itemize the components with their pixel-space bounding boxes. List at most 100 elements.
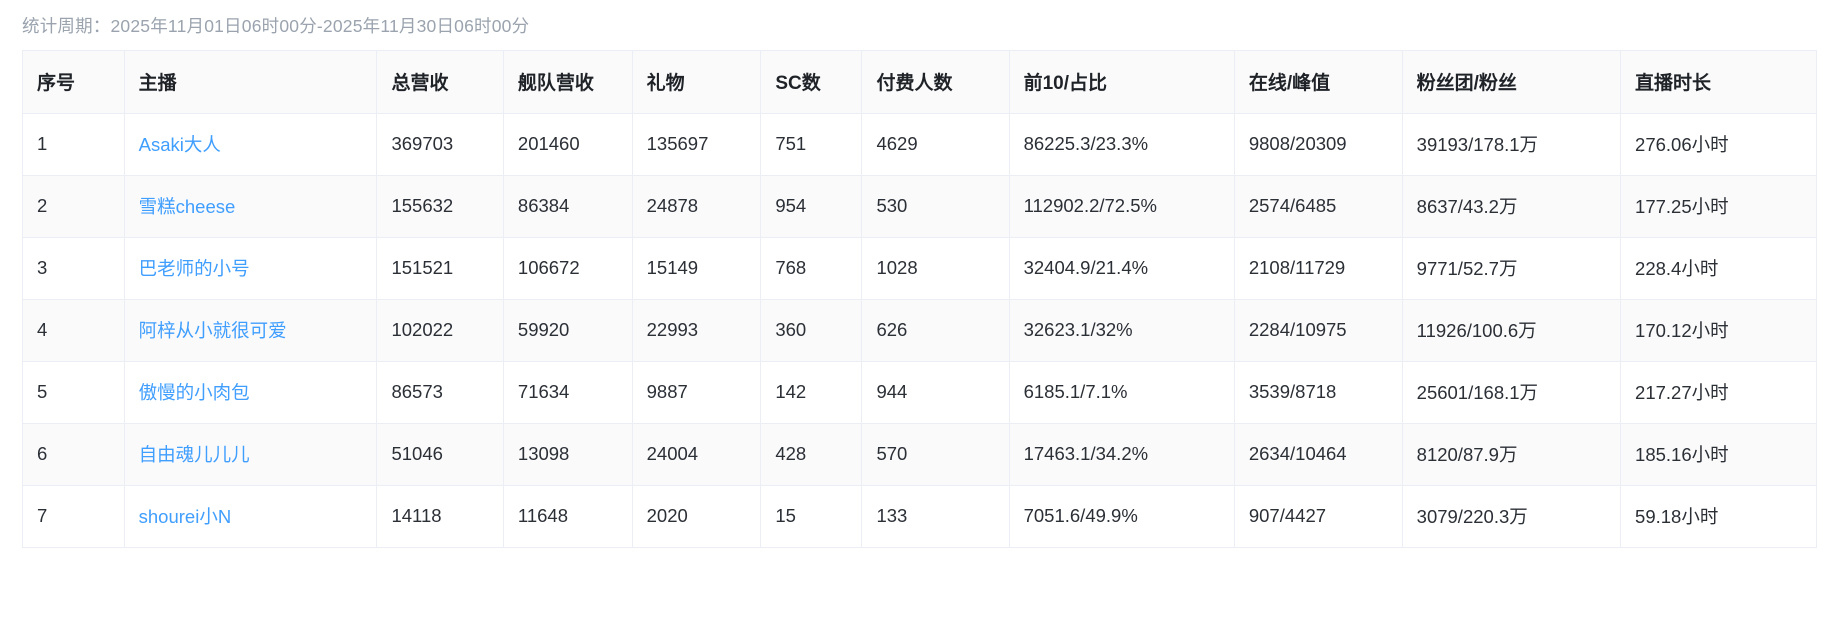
cell-gifts: 9887 — [632, 361, 762, 424]
column-header-top10-share[interactable]: 前10/占比 — [1009, 51, 1235, 114]
cell-paying-users: 4629 — [861, 113, 1010, 176]
cell-stream-duration: 59.18小时 — [1620, 485, 1816, 548]
cell-sc-count: 768 — [760, 237, 863, 300]
cell-stream-duration: 177.25小时 — [1620, 175, 1816, 238]
cell-paying-users: 570 — [861, 423, 1010, 486]
cell-fleet-revenue: 59920 — [503, 299, 633, 362]
column-header-index[interactable]: 序号 — [23, 51, 125, 114]
table-row: 6 自由魂儿儿儿 51046 13098 24004 428 570 17463.1/34.2… — [23, 423, 1816, 486]
cell-gifts: 24004 — [632, 423, 762, 486]
column-header-online-peak[interactable]: 在线/峰值 — [1234, 51, 1403, 114]
cell-sc-count: 751 — [760, 113, 863, 176]
cell-total-revenue: 151521 — [376, 237, 504, 300]
cell-gifts: 22993 — [632, 299, 762, 362]
cell-streamer: 雪糕cheese — [124, 175, 378, 238]
cell-streamer: 阿梓从小就很可爱 — [124, 299, 378, 362]
cell-online-peak: 2108/11729 — [1234, 237, 1403, 300]
streamer-link[interactable]: 巴老师的小号 — [138, 258, 250, 279]
cell-sc-count: 142 — [760, 361, 863, 424]
streamer-link[interactable]: shourei小N — [138, 506, 232, 527]
cell-fanclub-fans: 8120/87.9万 — [1402, 423, 1622, 486]
streamer-link[interactable]: 自由魂儿儿儿 — [138, 444, 250, 465]
table-row: 7 shourei小N 14118 11648 2020 15 133 7051.6/49.9… — [23, 485, 1816, 548]
cell-index: 1 — [23, 113, 125, 176]
column-header-fleet-revenue[interactable]: 舰队营收 — [503, 51, 633, 114]
streamer-link[interactable]: 阿梓从小就很可爱 — [138, 320, 287, 341]
table-row: 3 巴老师的小号 151521 106672 15149 768 1028 32404.9/2… — [23, 237, 1816, 300]
cell-top10-share: 6185.1/7.1% — [1009, 361, 1235, 424]
column-header-total-revenue[interactable]: 总营收 — [376, 51, 504, 114]
cell-online-peak: 2634/10464 — [1234, 423, 1403, 486]
cell-gifts: 24878 — [632, 175, 762, 238]
table-header: 序号 主播 总营收 舰队营收 礼物 SC数 付费人数 前10/占比 在线/峰值 … — [23, 51, 1816, 114]
cell-streamer: 自由魂儿儿儿 — [124, 423, 378, 486]
cell-fleet-revenue: 11648 — [503, 485, 633, 548]
cell-top10-share: 17463.1/34.2% — [1009, 423, 1235, 486]
cell-top10-share: 32623.1/32% — [1009, 299, 1235, 362]
table-header-row: 序号 主播 总营收 舰队营收 礼物 SC数 付费人数 前10/占比 在线/峰值 … — [23, 51, 1816, 114]
cell-fleet-revenue: 71634 — [503, 361, 633, 424]
cell-paying-users: 530 — [861, 175, 1010, 238]
cell-online-peak: 2574/6485 — [1234, 175, 1403, 238]
cell-sc-count: 15 — [760, 485, 863, 548]
cell-sc-count: 428 — [760, 423, 863, 486]
cell-online-peak: 3539/8718 — [1234, 361, 1403, 424]
cell-index: 5 — [23, 361, 125, 424]
cell-paying-users: 944 — [861, 361, 1010, 424]
cell-total-revenue: 369703 — [376, 113, 504, 176]
cell-paying-users: 626 — [861, 299, 1010, 362]
cell-gifts: 15149 — [632, 237, 762, 300]
column-header-streamer[interactable]: 主播 — [124, 51, 378, 114]
cell-total-revenue: 51046 — [376, 423, 504, 486]
column-header-paying-users[interactable]: 付费人数 — [861, 51, 1010, 114]
cell-index: 7 — [23, 485, 125, 548]
streamer-link[interactable]: 傲慢的小肉包 — [138, 382, 250, 403]
cell-fleet-revenue: 86384 — [503, 175, 633, 238]
streamer-stats-table: 序号 主播 总营收 舰队营收 礼物 SC数 付费人数 前10/占比 在线/峰值 … — [23, 51, 1816, 548]
cell-paying-users: 1028 — [861, 237, 1010, 300]
table-row: 1 Asaki大人 369703 201460 135697 751 4629 86225.3… — [23, 113, 1816, 176]
cell-top10-share: 112902.2/72.5% — [1009, 175, 1235, 238]
cell-fanclub-fans: 8637/43.2万 — [1402, 175, 1622, 238]
table-body: 1 Asaki大人 369703 201460 135697 751 4629 86225.3… — [23, 113, 1816, 548]
cell-fanclub-fans: 3079/220.3万 — [1402, 485, 1622, 548]
cell-stream-duration: 170.12小时 — [1620, 299, 1816, 362]
cell-index: 6 — [23, 423, 125, 486]
cell-paying-users: 133 — [861, 485, 1010, 548]
cell-gifts: 2020 — [632, 485, 762, 548]
cell-fleet-revenue: 201460 — [503, 113, 633, 176]
cell-top10-share: 32404.9/21.4% — [1009, 237, 1235, 300]
cell-index: 2 — [23, 175, 125, 238]
streamer-link[interactable]: 雪糕cheese — [138, 196, 236, 217]
column-header-gifts[interactable]: 礼物 — [632, 51, 762, 114]
cell-streamer: 傲慢的小肉包 — [124, 361, 378, 424]
cell-stream-duration: 185.16小时 — [1620, 423, 1816, 486]
cell-streamer: 巴老师的小号 — [124, 237, 378, 300]
statistics-period-bar: 统计周期：2025年11月01日06时00分-2025年11月30日06时00分 — [0, 0, 1839, 40]
cell-index: 4 — [23, 299, 125, 362]
cell-fanclub-fans: 25601/168.1万 — [1402, 361, 1622, 424]
cell-online-peak: 9808/20309 — [1234, 113, 1403, 176]
column-header-stream-duration[interactable]: 直播时长 — [1620, 51, 1816, 114]
cell-stream-duration: 276.06小时 — [1620, 113, 1816, 176]
cell-index: 3 — [23, 237, 125, 300]
cell-total-revenue: 155632 — [376, 175, 504, 238]
cell-fanclub-fans: 9771/52.7万 — [1402, 237, 1622, 300]
column-header-sc-count[interactable]: SC数 — [760, 51, 863, 114]
cell-fanclub-fans: 11926/100.6万 — [1402, 299, 1622, 362]
cell-gifts: 135697 — [632, 113, 762, 176]
cell-total-revenue: 102022 — [376, 299, 504, 362]
streamer-stats-table-container: 序号 主播 总营收 舰队营收 礼物 SC数 付费人数 前10/占比 在线/峰值 … — [22, 50, 1817, 548]
column-header-fanclub-fans[interactable]: 粉丝团/粉丝 — [1402, 51, 1622, 114]
statistics-period-text: 统计周期：2025年11月01日06时00分-2025年11月30日06时00分 — [22, 15, 530, 36]
cell-total-revenue: 14118 — [376, 485, 504, 548]
cell-top10-share: 7051.6/49.9% — [1009, 485, 1235, 548]
cell-fanclub-fans: 39193/178.1万 — [1402, 113, 1622, 176]
table-row: 4 阿梓从小就很可爱 102022 59920 22993 360 626 32623.1/3… — [23, 299, 1816, 362]
streamer-link[interactable]: Asaki大人 — [138, 134, 221, 155]
cell-online-peak: 2284/10975 — [1234, 299, 1403, 362]
table-row: 2 雪糕cheese 155632 86384 24878 954 530 112902.2/… — [23, 175, 1816, 238]
cell-online-peak: 907/4427 — [1234, 485, 1403, 548]
cell-stream-duration: 217.27小时 — [1620, 361, 1816, 424]
